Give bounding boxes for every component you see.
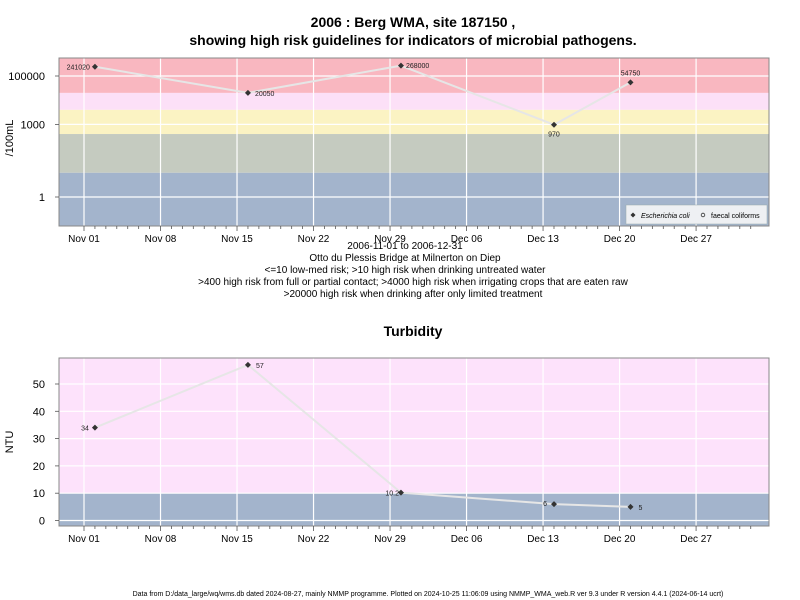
data-label: 268000 [406, 63, 429, 70]
data-label: 970 [548, 132, 560, 139]
y-axis-label-microbial: /100mL [4, 120, 16, 157]
caption-guideline-1: <=10 low-med risk; >10 high risk when dr… [265, 265, 547, 276]
x-tick-label: Nov 22 [298, 534, 330, 545]
x-tick-label: Nov 01 [68, 234, 100, 245]
legend-marker-faecal [700, 212, 706, 218]
chart-title-line1: 2006 : Berg WMA, site 187150 , [311, 14, 516, 30]
data-point [244, 361, 251, 368]
data-label: 5 [639, 505, 643, 512]
band-turbidity-high [59, 358, 769, 494]
chart-title-line2: showing high risk guidelines for indicat… [189, 32, 636, 48]
caption-date-range: 2006-11-01 to 2006-12-31 [347, 241, 463, 252]
x-tick-label: Dec 27 [680, 234, 712, 245]
risk-bands-microbial [59, 58, 769, 226]
x-axis-microbial: Nov 01 Nov 08 Nov 15 Nov 22 Nov 29 Dec 06 Dec … [68, 226, 752, 245]
data-points-turbidity: 34 57 10.2 6 5 [81, 361, 643, 512]
x-axis-turbidity: Nov 01 Nov 08 Nov 15 Nov 22 Nov 29 Dec 06 Dec … [68, 526, 752, 545]
data-point [627, 79, 634, 86]
legend: Escherichia coli faecal coliforms [625, 204, 768, 225]
data-point [244, 89, 251, 96]
data-point [397, 489, 404, 496]
data-label: 57 [256, 363, 264, 370]
x-tick-label: Dec 20 [604, 234, 636, 245]
data-label: 54750 [621, 70, 641, 77]
legend-label-ecoli: Escherichia coli [641, 213, 690, 220]
y-tick-label: 1 [39, 192, 45, 204]
x-tick-label: Nov 08 [145, 234, 177, 245]
grid-microbial [59, 58, 769, 226]
x-tick-label: Dec 20 [604, 534, 636, 545]
footer-note: Data from D:/data_large/wq/wms.db dated … [133, 591, 724, 598]
data-point [91, 63, 98, 70]
risk-bands-turbidity [59, 358, 769, 526]
x-tick-label: Nov 29 [374, 234, 406, 245]
data-point [397, 62, 404, 69]
data-point [91, 424, 98, 431]
caption-site-name: Otto du Plessis Bridge at Milnerton on D… [309, 253, 501, 264]
x-tick-label: Nov 08 [145, 534, 177, 545]
x-tick-label: Nov 15 [221, 534, 253, 545]
data-label: 20050 [255, 91, 275, 98]
x-tick-label: Nov 22 [298, 234, 330, 245]
x-tick-label: Nov 01 [68, 534, 100, 545]
y-axis-turbidity: 0 10 20 30 40 50 [33, 379, 59, 528]
data-label: 6 [543, 501, 547, 508]
data-point [550, 121, 557, 128]
y-tick-label: 20 [33, 461, 45, 473]
band-high-risk-contact [59, 134, 769, 173]
x-tick-label: Dec 06 [451, 234, 483, 245]
x-tick-label: Nov 29 [374, 534, 406, 545]
x-tick-label: Dec 13 [527, 534, 559, 545]
y-axis-label-turbidity: NTU [4, 431, 16, 454]
y-tick-label: 30 [33, 434, 45, 446]
data-point [550, 501, 557, 508]
data-label: 34 [81, 426, 89, 433]
y-tick-label: 100000 [8, 71, 45, 83]
band-high-risk-irrigation [59, 109, 769, 135]
x-tick-label: Dec 13 [527, 234, 559, 245]
y-tick-label: 0 [39, 516, 45, 528]
x-tick-label: Dec 27 [680, 534, 712, 545]
caption-guideline-3: >20000 high risk when drinking after onl… [284, 289, 543, 300]
caption-guideline-2: >400 high risk from full or partial cont… [198, 277, 628, 288]
x-tick-label: Nov 15 [221, 234, 253, 245]
plot-frame-microbial [58, 57, 770, 227]
data-points-microbial: 241020 20050 268000 970 54750 [67, 62, 641, 139]
data-label: 10.2 [385, 491, 399, 498]
legend-marker-ecoli [630, 212, 636, 218]
plot-frame-turbidity [58, 357, 770, 527]
data-point [627, 503, 634, 510]
x-tick-label: Dec 06 [451, 534, 483, 545]
band-high-risk-drinking [59, 92, 769, 110]
y-axis-microbial: 1 1000 100000 [8, 71, 59, 204]
y-tick-label: 40 [33, 406, 45, 418]
legend-label-faecal: faecal coliforms [711, 213, 760, 220]
y-tick-label: 50 [33, 379, 45, 391]
y-tick-label: 1000 [21, 119, 45, 131]
data-label: 241020 [67, 64, 90, 71]
turbidity-title: Turbidity [384, 323, 443, 339]
y-tick-label: 10 [33, 488, 45, 500]
